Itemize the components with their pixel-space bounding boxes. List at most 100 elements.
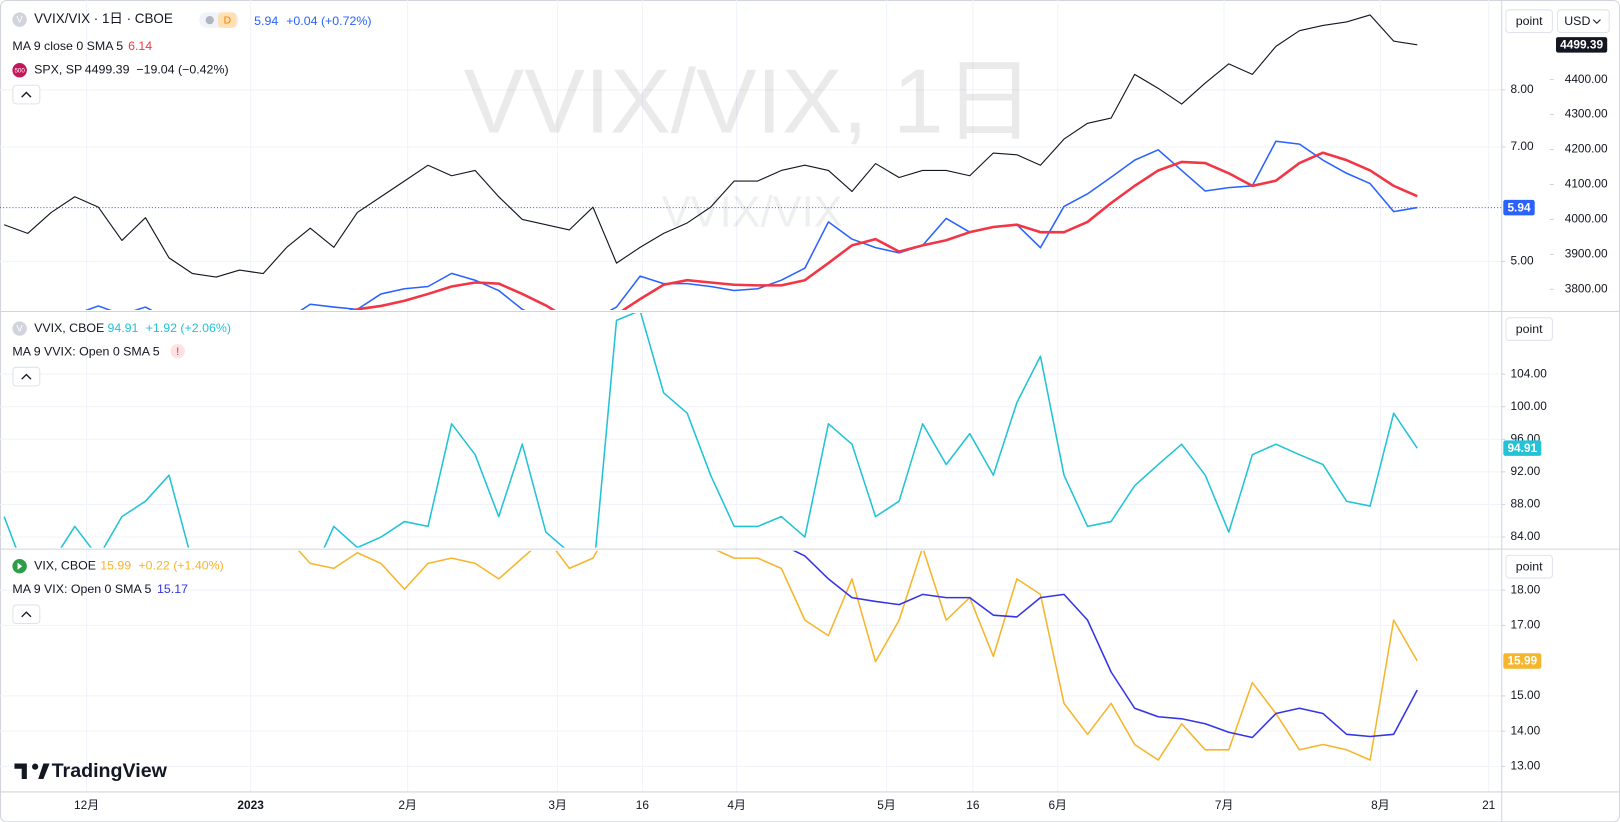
y-tick-label: 14.00: [1511, 723, 1541, 737]
x-tick-label: 8月: [1371, 798, 1389, 812]
collapse-icon: [21, 611, 32, 618]
x-tick-label: 2月: [398, 798, 416, 812]
y-tick-label: 7.00: [1511, 139, 1535, 153]
currency-label[interactable]: USD: [1564, 14, 1590, 28]
change: +1.92 (+2.06%): [146, 321, 231, 335]
currency-button[interactable]: [1557, 9, 1610, 34]
indicator-name[interactable]: MA 9 VVIX: Open 0 SMA 5: [12, 345, 159, 359]
logo: [14, 763, 50, 780]
scale-button[interactable]: [1505, 9, 1553, 34]
x-tick-label: 4月: [727, 798, 745, 812]
x-tick-label: 7月: [1215, 798, 1233, 812]
series-line: [792, 550, 1418, 739]
y-tick-label: 100.00: [1511, 399, 1548, 413]
scale-button-label[interactable]: point: [1516, 14, 1543, 28]
symbol-title[interactable]: VVIX, CBOE: [34, 321, 104, 335]
y-tick-label: 18.00: [1511, 582, 1541, 596]
symbol-icon-text: V: [17, 15, 24, 25]
symbol-icon: [12, 63, 27, 78]
currency-caret: [1592, 19, 1601, 24]
legend: VIX, CBOE 15.99 +0.22 (+1.40%) MA 9 VIX:…: [12, 558, 224, 625]
symbol-icon: [12, 12, 27, 27]
scale-button[interactable]: [1505, 554, 1553, 579]
x-tick-label: 5月: [877, 798, 895, 812]
change: +0.22 (+1.40%): [138, 558, 223, 572]
y-tick-label: 104.00: [1511, 366, 1548, 380]
price-tags: 5.94 4499.39 94.91 15.99: [1503, 37, 1608, 669]
y2-tick-label: 3900.00: [1565, 247, 1608, 261]
price-tag-label: 94.91: [1507, 441, 1537, 455]
x-tick-label: 16: [636, 798, 650, 812]
indicator-name[interactable]: MA 9 close 0 SMA 5: [12, 39, 123, 53]
series-line: [3, 313, 1418, 548]
y2-tick-label: 4000.00: [1565, 212, 1608, 226]
price-tag: [1503, 199, 1535, 216]
scale-button[interactable]: [1505, 317, 1553, 341]
change: +0.04 (+0.72%): [286, 14, 371, 28]
series-line: [297, 550, 1418, 761]
collapse-button[interactable]: [12, 84, 41, 105]
series-line: [3, 14, 1418, 278]
warning: !: [176, 346, 179, 358]
y-tick-label: 15.00: [1511, 688, 1541, 702]
compare-symbol[interactable]: SPX, SP: [34, 63, 82, 77]
legend: V VVIX/VIX · 1日 · CBOE D 5.94 +0.04 (+0.…: [12, 11, 372, 105]
grid: [0, 0, 1502, 792]
x-tick-label: 6月: [1048, 798, 1066, 812]
price-tag-label: 4499.39: [1560, 38, 1603, 52]
interval-badge: [218, 12, 237, 28]
symbol-title[interactable]: VIX, CBOE: [34, 558, 96, 572]
series-line: [85, 140, 1418, 310]
y-tick-label: 13.00: [1511, 759, 1541, 773]
collapse-button[interactable]: [12, 604, 41, 625]
indicator-value: 6.14: [128, 39, 152, 53]
x-tick-label: 3月: [548, 798, 566, 812]
y-tick-label: 92.00: [1511, 464, 1541, 478]
x-tick-label: 21: [1482, 798, 1496, 812]
interval: D: [224, 15, 231, 26]
collapse-icon: [21, 91, 32, 98]
x-tick-label: 16: [966, 798, 980, 812]
legend: V VVIX, CBOE 94.91 +1.92 (+2.06%) MA 9 V…: [12, 321, 231, 387]
last-value: 15.99: [100, 558, 131, 572]
scale-button-label[interactable]: point: [1516, 322, 1543, 336]
y-tick-label: 8.00: [1511, 82, 1535, 96]
symbol-icon-glyph: [17, 562, 23, 570]
x-tick-label: 12月: [74, 798, 99, 812]
interval-dot: [205, 16, 214, 25]
y-tick-label: 88.00: [1511, 497, 1541, 511]
y-tick-label: 84.00: [1511, 529, 1541, 543]
watermark-sub: VVIX/VIX: [662, 188, 843, 236]
y-tick-label: 17.00: [1511, 618, 1541, 632]
y-tick-label: 5.00: [1511, 253, 1535, 267]
y2-tick-label: 4200.00: [1565, 142, 1608, 156]
symbol-icon-text: 500: [14, 67, 25, 74]
symbol-icon: [12, 321, 27, 336]
symbol-icon-text: V: [17, 324, 24, 334]
scale-button-label[interactable]: point: [1516, 559, 1543, 573]
indicator-name[interactable]: MA 9 VIX: Open 0 SMA 5: [12, 582, 151, 596]
axis-labels: 8.00 7.00 5.00 4400.00 4300.00 4200.00 4100.00…: [74, 72, 1608, 812]
y2-tick-label: 3800.00: [1565, 281, 1608, 295]
indicator-value: 15.17: [157, 582, 188, 596]
collapse-button[interactable]: [12, 366, 41, 387]
last-value: 5.94: [254, 14, 278, 28]
compare-value: 4499.39: [85, 63, 130, 77]
plots: [0, 14, 1502, 761]
price-tag: [1503, 653, 1542, 669]
symbol-title[interactable]: VVIX/VIX · 1日 · CBOE: [34, 11, 173, 26]
series-line: [348, 151, 1418, 310]
warning-badge[interactable]: [170, 344, 185, 359]
brand-name: TradingView: [52, 760, 168, 782]
watermark: VVIX/VIX, 1日: [464, 52, 1035, 153]
price-tag: [1555, 37, 1608, 53]
x-tick-label: 2023: [237, 798, 264, 812]
last-value: 94.91: [107, 321, 138, 335]
y2-tick-label: 4100.00: [1565, 177, 1608, 191]
collapse-icon: [21, 373, 32, 380]
y2-tick-label: 4400.00: [1565, 72, 1608, 86]
branding: TradingView: [14, 760, 168, 782]
price-tag-label: 5.94: [1507, 200, 1531, 214]
